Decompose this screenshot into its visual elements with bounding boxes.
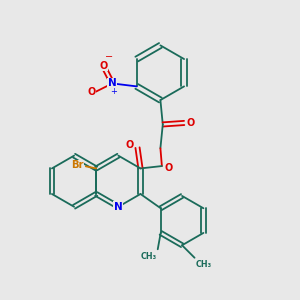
Text: O: O [99, 61, 108, 70]
Text: O: O [164, 163, 172, 172]
Text: CH₃: CH₃ [196, 260, 212, 269]
Text: N: N [108, 78, 117, 88]
Text: O: O [87, 87, 96, 97]
Text: Br: Br [71, 160, 84, 170]
Text: O: O [126, 140, 134, 150]
Text: N: N [114, 202, 123, 212]
Text: CH₃: CH₃ [140, 252, 157, 261]
Text: O: O [187, 118, 195, 128]
Text: +: + [110, 87, 117, 96]
Text: −: − [105, 52, 113, 62]
